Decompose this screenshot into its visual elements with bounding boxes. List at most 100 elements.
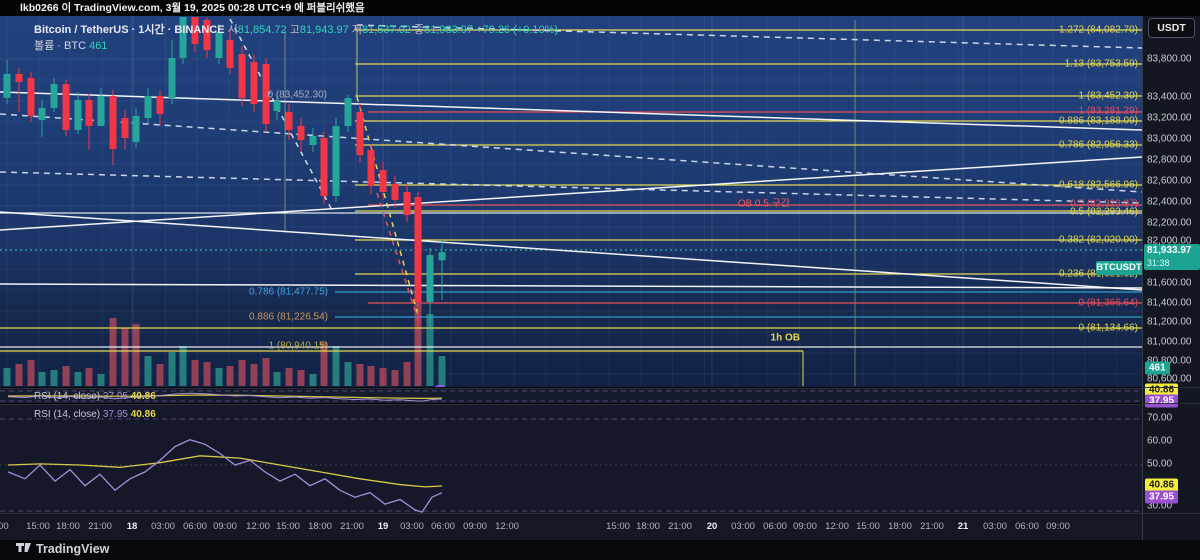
- rsi-curve: [7, 439, 443, 513]
- time-tick[interactable]: 03:00: [731, 521, 755, 532]
- tradingview-logo[interactable]: TradingView: [16, 542, 109, 556]
- trend-line[interactable]: [356, 24, 1142, 49]
- time-tick[interactable]: 03:00: [400, 521, 424, 532]
- trend-line[interactable]: [0, 283, 1142, 289]
- volume-bar: [191, 360, 199, 386]
- time-tick[interactable]: :00: [0, 521, 9, 532]
- rsi-mini-panel[interactable]: RSI (14, close) 37.95 40.86: [0, 388, 1142, 403]
- trend-line[interactable]: [229, 18, 334, 213]
- rsi-tick: 60.00: [1147, 435, 1173, 447]
- time-tick[interactable]: 09:00: [1046, 521, 1070, 532]
- volume-bar: [121, 328, 129, 386]
- candle-body: [262, 63, 270, 124]
- rsi-value-badge: 40.86: [1145, 478, 1179, 492]
- time-tick[interactable]: 21:00: [88, 521, 112, 532]
- time-tick[interactable]: 15:00: [26, 521, 50, 532]
- rsi-panel[interactable]: RSI (14, close) 37.95 40.86: [0, 404, 1142, 513]
- rsi-curve: [7, 392, 443, 402]
- panel-separator: [1143, 513, 1200, 514]
- volume-bar: [285, 368, 293, 386]
- candle-body: [344, 98, 352, 126]
- time-axis[interactable]: :00 15:00 18:00 21:00 18 03:00 06:00 09:00 12:00…: [0, 513, 1142, 540]
- time-tick[interactable]: 18:00: [636, 521, 660, 532]
- trend-line[interactable]: [0, 211, 1142, 291]
- time-tick[interactable]: 18:00: [308, 521, 332, 532]
- volume-badge: 461: [1145, 361, 1170, 375]
- candle-body: [15, 74, 23, 82]
- candle-body: [97, 95, 105, 126]
- price-tick: 81,200.00: [1147, 316, 1192, 328]
- rsi-legend[interactable]: RSI (14, close) 37.95 40.86: [34, 391, 156, 402]
- time-tick[interactable]: 15:00: [276, 521, 300, 532]
- time-tick[interactable]: 21:00: [668, 521, 692, 532]
- tradingview-logo-text: TradingView: [36, 542, 110, 556]
- time-tick[interactable]: 18:00: [56, 521, 80, 532]
- trend-line[interactable]: [376, 192, 421, 327]
- candle-body: [356, 111, 364, 156]
- volume-bar: [97, 374, 105, 386]
- price-axis[interactable]: USDT 81,933.97 31:38 83,800.00 83,400.00 8…: [1142, 16, 1200, 540]
- time-tick[interactable]: 19: [377, 521, 389, 532]
- tradingview-logo-icon: [16, 542, 31, 552]
- rsi-tick: 70.00: [1147, 412, 1173, 424]
- time-tick[interactable]: 21: [957, 521, 969, 532]
- time-tick[interactable]: 15:00: [606, 521, 630, 532]
- time-tick[interactable]: 21:00: [340, 521, 364, 532]
- time-tick[interactable]: 12:00: [246, 521, 270, 532]
- candle-body: [85, 99, 93, 126]
- rsi-curve: [7, 394, 443, 399]
- time-tick[interactable]: 09:00: [793, 521, 817, 532]
- time-tick[interactable]: 18:00: [888, 521, 912, 532]
- main-chart-panel[interactable]: Bitcoin / TetherUS · 1시간 · BINANCE 시81,8…: [0, 16, 1142, 387]
- price-tick: 83,400.00: [1147, 91, 1192, 103]
- time-tick[interactable]: 03:00: [983, 521, 1007, 532]
- time-tick[interactable]: 12:00: [825, 521, 849, 532]
- volume-bar: [168, 352, 176, 386]
- volume-bar: [238, 360, 246, 386]
- rsi-legend-2[interactable]: RSI (14, close) 37.95 40.86: [34, 409, 156, 420]
- volume-bar: [109, 318, 117, 386]
- trend-line[interactable]: [0, 113, 1142, 193]
- time-tick[interactable]: 09:00: [463, 521, 487, 532]
- price-tick: 83,200.00: [1147, 112, 1192, 124]
- candle-body: [414, 196, 422, 303]
- candle-body: [297, 125, 305, 141]
- trend-line[interactable]: [0, 171, 1142, 204]
- publish-info-bar: lkb0266 이 TradingView.com, 3월 19, 2025 0…: [0, 0, 1200, 16]
- time-tick[interactable]: 06:00: [183, 521, 207, 532]
- price-tick: 82,000.00: [1147, 235, 1192, 247]
- rsi-ma-value: 40.86: [130, 391, 156, 402]
- candle-body: [191, 17, 199, 44]
- candle-body: [250, 62, 258, 105]
- time-tick[interactable]: 15:00: [856, 521, 880, 532]
- time-tick[interactable]: 06:00: [431, 521, 455, 532]
- rsi-tick: 30.00: [1147, 500, 1173, 512]
- candle-body: [168, 57, 176, 99]
- time-tick[interactable]: 18: [126, 521, 138, 532]
- time-tick[interactable]: 06:00: [763, 521, 787, 532]
- time-tick[interactable]: 21:00: [920, 521, 944, 532]
- candlestick-chart[interactable]: [0, 16, 1142, 387]
- currency-toggle-button[interactable]: USDT: [1148, 18, 1195, 38]
- volume-bar: [332, 346, 340, 386]
- time-tick[interactable]: 06:00: [1015, 521, 1039, 532]
- time-tick[interactable]: 03:00: [151, 521, 175, 532]
- volume-bar: [156, 364, 164, 386]
- symbol-legend[interactable]: Bitcoin / TetherUS · 1시간 · BINANCE 시81,8…: [34, 21, 558, 37]
- trend-line[interactable]: [356, 96, 419, 316]
- trend-line[interactable]: [0, 156, 1142, 231]
- candle-body: [426, 255, 434, 303]
- time-tick[interactable]: 20: [706, 521, 718, 532]
- volume-bar: [38, 372, 46, 386]
- volume-legend[interactable]: 볼륨 · BTC 461: [34, 37, 107, 53]
- volume-bar: [391, 370, 399, 386]
- rsi-value: 37.95: [102, 409, 128, 420]
- trend-line[interactable]: [0, 91, 1142, 131]
- volume-bar: [379, 368, 387, 386]
- time-tick[interactable]: 09:00: [213, 521, 237, 532]
- legend-text: 81,943.97: [299, 24, 349, 36]
- volume-bar: [62, 366, 70, 386]
- candle-body: [132, 116, 140, 143]
- time-tick[interactable]: 12:00: [495, 521, 519, 532]
